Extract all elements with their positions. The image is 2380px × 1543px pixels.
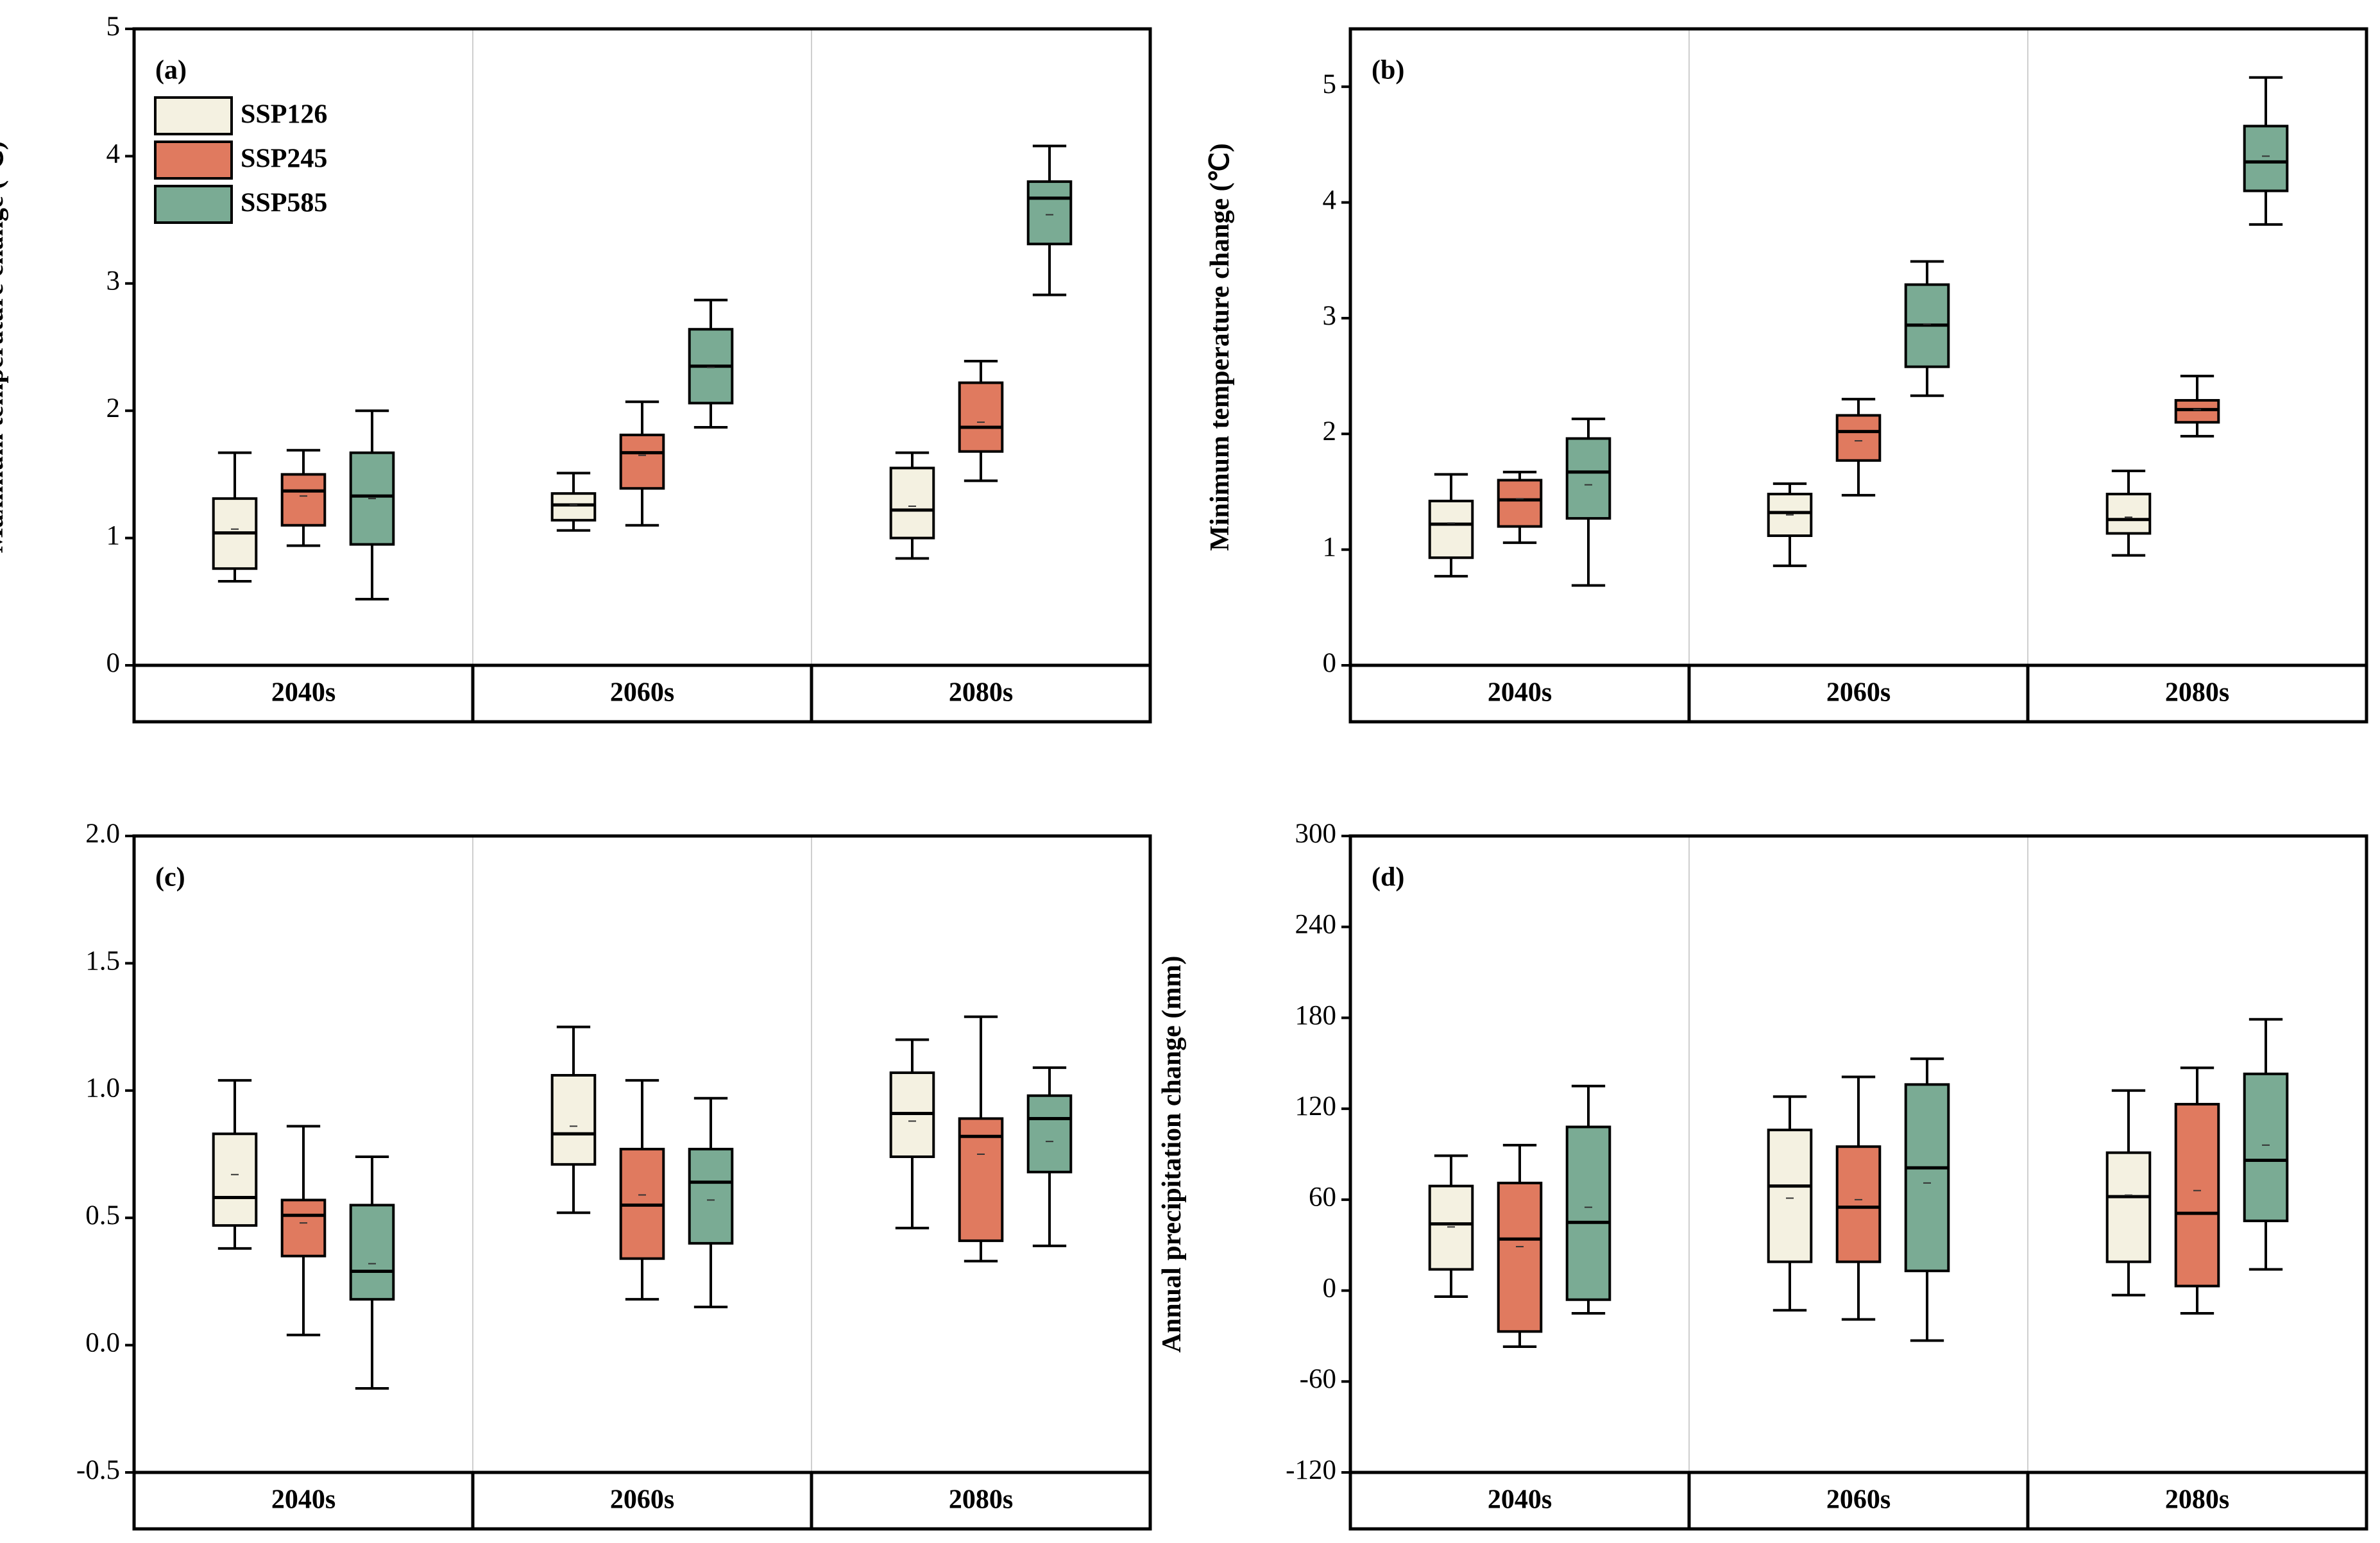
y-axis-label: Maximum temperature change (℃)	[0, 141, 9, 553]
box	[2105, 493, 2152, 535]
y-tick-label: 0.5	[85, 1200, 120, 1231]
box	[1428, 499, 1474, 559]
box	[1428, 1184, 1474, 1271]
y-tick-label: 2.0	[85, 819, 120, 849]
box	[2105, 1151, 2152, 1263]
y-tick-label: 60	[1309, 1182, 1336, 1213]
y-axis-label-text: Minimum temperature change (℃)	[1205, 143, 1235, 550]
category-label: 2060s	[1826, 1485, 1891, 1515]
y-tick-label: 0	[1323, 1273, 1337, 1303]
y-tick-label: 3	[106, 266, 121, 296]
box	[889, 466, 935, 540]
box	[1565, 1125, 1611, 1301]
y-tick-label: 0	[106, 648, 121, 678]
panel: -120 -60 0 60 120 180 240 300 Annual precipitati…	[1157, 819, 2368, 1531]
y-axis-label-text: Maximum temperature change (℃)	[0, 141, 9, 553]
y-tick-label: 2	[106, 393, 121, 423]
box	[212, 1132, 258, 1227]
category-label: 2080s	[2165, 1485, 2229, 1515]
category-label: 2060s	[610, 678, 674, 708]
box	[1835, 414, 1882, 462]
legend-label: SSP245	[241, 144, 327, 174]
panel: 0 1 2 3 4 5 Minimum temperature change (℃) (b) 2…	[1205, 27, 2368, 724]
box	[2243, 124, 2289, 192]
y-axis-label-text: Annual precipitation change (mm)	[1157, 956, 1187, 1353]
box	[1767, 1129, 1813, 1263]
y-tick-label: 1	[1323, 533, 1337, 563]
y-tick-label: 300	[1295, 819, 1337, 849]
legend-swatch	[154, 141, 233, 180]
legend-swatch	[154, 96, 233, 135]
y-tick-label: 4	[1323, 185, 1337, 215]
box	[349, 1204, 395, 1301]
box	[550, 1073, 597, 1166]
plot-frame	[1348, 834, 2368, 1531]
category-label: 2080s	[2165, 678, 2229, 708]
panel: -0.50.00.51.01.52.0Solar radiation chang…	[76, 819, 1152, 1531]
category-label: 2040s	[271, 678, 336, 708]
category-label: 2080s	[949, 1485, 1013, 1515]
box	[1904, 1083, 1950, 1272]
y-tick-label: -60	[1300, 1364, 1336, 1394]
y-tick-label: 1	[106, 520, 121, 550]
plot-frame	[132, 27, 1152, 724]
category-label: 2040s	[271, 1485, 336, 1515]
y-tick-label: 2	[1323, 416, 1337, 447]
legend-swatch	[154, 185, 233, 224]
legend-label: SSP126	[241, 100, 327, 130]
panel-label: (b)	[1372, 56, 1404, 85]
y-tick-label: 240	[1295, 910, 1337, 940]
y-tick-label: 4	[106, 139, 121, 169]
y-tick-label: 5	[106, 12, 121, 42]
box	[1497, 479, 1543, 528]
box	[280, 1198, 327, 1257]
panel: 0 1 2 3 4 5 Maximum temperature change (℃) (a) 2…	[0, 12, 1152, 724]
panel-label: (a)	[155, 56, 187, 85]
y-axis-label: Minimum temperature change (℃)	[1205, 143, 1235, 550]
box	[280, 473, 327, 527]
panel-label: (d)	[1372, 863, 1404, 892]
category-label: 2040s	[1488, 678, 1552, 708]
category-label: 2040s	[1488, 1485, 1552, 1515]
y-tick-label: 120	[1295, 1091, 1337, 1121]
y-tick-label: 180	[1295, 1000, 1337, 1030]
y-tick-label: -120	[1286, 1455, 1336, 1485]
y-tick-label: 0	[1323, 648, 1337, 678]
y-tick-label: 0.0	[85, 1327, 120, 1358]
y-tick-label: 3	[1323, 301, 1337, 331]
category-label: 2060s	[1826, 678, 1891, 708]
category-label: 2060s	[610, 1485, 674, 1515]
box	[2174, 1103, 2220, 1288]
box	[958, 381, 1004, 453]
y-tick-label: -0.5	[76, 1455, 120, 1485]
legend-label: SSP585	[241, 189, 327, 218]
plot-frame	[132, 834, 1152, 1531]
y-tick-label: 1.0	[85, 1073, 120, 1104]
box	[619, 433, 665, 490]
box	[550, 492, 597, 522]
y-tick-label: 1.5	[85, 946, 120, 976]
panel-label: (c)	[155, 863, 185, 892]
box	[1835, 1145, 1882, 1263]
box	[958, 1117, 1004, 1242]
box	[2243, 1072, 2289, 1222]
plot-frame	[1348, 27, 2368, 724]
box	[1565, 437, 1611, 520]
box	[2174, 398, 2220, 424]
y-tick-label: 5	[1323, 69, 1337, 99]
y-axis-label: Annual precipitation change (mm)	[1157, 956, 1187, 1353]
box	[688, 1148, 734, 1245]
box	[1026, 180, 1073, 246]
category-label: 2080s	[949, 678, 1013, 708]
box	[1026, 1094, 1073, 1173]
box	[1497, 1181, 1543, 1333]
